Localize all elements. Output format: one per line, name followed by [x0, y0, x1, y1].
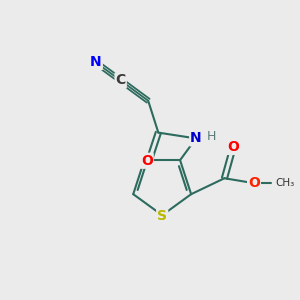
Text: O: O [141, 154, 153, 168]
Text: C: C [116, 74, 126, 88]
Text: N: N [190, 131, 202, 146]
Text: N: N [90, 55, 102, 69]
Text: O: O [227, 140, 239, 154]
Text: O: O [248, 176, 260, 190]
Text: S: S [157, 209, 167, 223]
Text: CH₃: CH₃ [275, 178, 294, 188]
Text: H: H [207, 130, 216, 143]
